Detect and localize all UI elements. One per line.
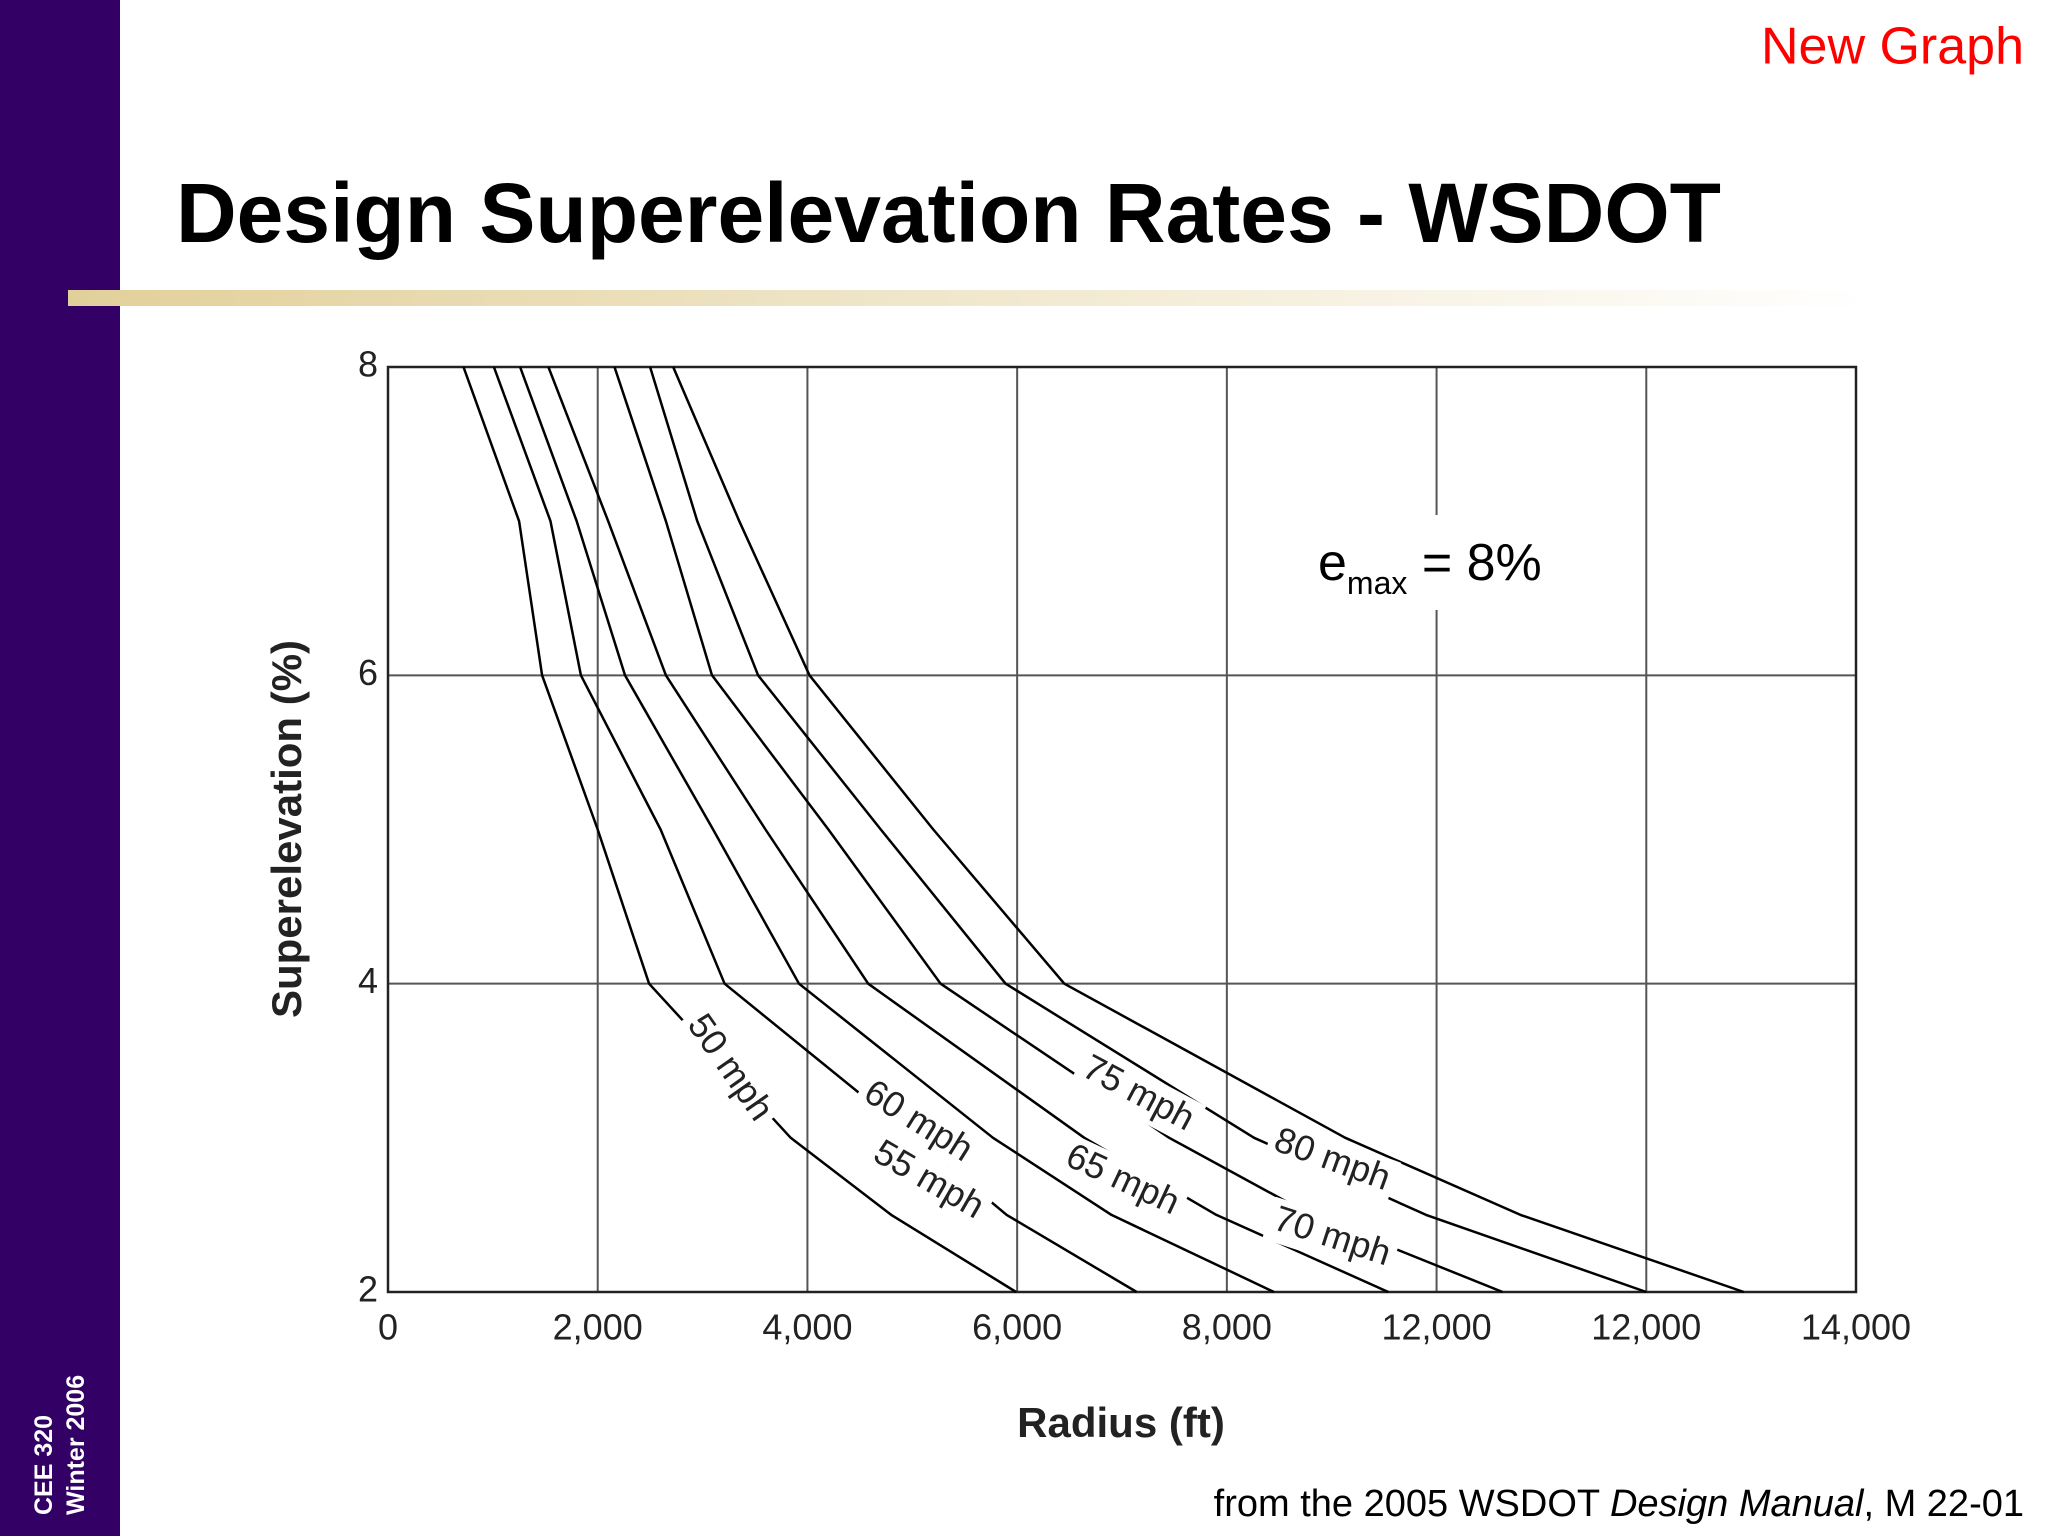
series-label-backdrop xyxy=(859,1128,997,1234)
annotation: emax = 8% xyxy=(1318,534,1542,601)
annotation-backdrop xyxy=(1305,515,1565,610)
x-tick-label: 14,000 xyxy=(1801,1307,1911,1348)
series-label-group: 65 mph xyxy=(1052,1133,1192,1229)
series-line xyxy=(547,366,1389,1294)
footer-italic: Design Manual xyxy=(1610,1483,1865,1525)
series-line xyxy=(492,366,1138,1294)
x-tick-label: 8,000 xyxy=(1182,1307,1272,1348)
series-label-backdrop xyxy=(1262,1196,1402,1280)
title-rule xyxy=(68,290,1868,306)
series-label: 65 mph xyxy=(1060,1134,1186,1222)
y-axis-label: Superelevation (%) xyxy=(263,640,310,1018)
series-label-group: 75 mph xyxy=(1069,1044,1207,1146)
x-tick-label: 6,000 xyxy=(972,1307,1062,1348)
series-label-backdrop xyxy=(1069,1044,1207,1146)
x-tick-label: 2,000 xyxy=(553,1307,643,1348)
series-label-backdrop xyxy=(1052,1133,1192,1229)
badge: New Graph xyxy=(1761,18,2024,76)
sidebar-term: Winter 2006 xyxy=(62,1375,90,1515)
series-label-backdrop xyxy=(1262,1117,1402,1205)
x-tick-label: 12,000 xyxy=(1382,1307,1492,1348)
y-tick-label: 2 xyxy=(358,1269,378,1310)
footer: from the 2005 WSDOT Design Manual, M 22-… xyxy=(1214,1483,2024,1525)
sidebar xyxy=(0,0,120,1536)
plot: 2 4 6 8 0 2,000 4,000 6,000 8,000 12,000 12,000 14,… xyxy=(358,344,1911,1348)
annotation-base: e xyxy=(1318,534,1347,592)
annotation-rest: = 8% xyxy=(1407,534,1541,592)
plot-frame xyxy=(386,365,1858,1294)
x-tick-label: 0 xyxy=(378,1307,398,1348)
footer-text: , M 22-01 xyxy=(1863,1483,2024,1525)
x-axis-label: Radius (ft) xyxy=(1017,1399,1225,1446)
series-label-backdrop xyxy=(672,1001,785,1136)
chart-title: Design Superelevation Rates - WSDOT xyxy=(176,166,1721,260)
x-tick-label: 12,000 xyxy=(1591,1307,1701,1348)
y-tick-label: 8 xyxy=(358,344,378,385)
series-line xyxy=(672,366,1745,1294)
series-label-backdrop xyxy=(849,1068,986,1177)
series-label: 70 mph xyxy=(1269,1197,1396,1273)
series-line xyxy=(518,366,1275,1294)
series-line xyxy=(462,366,1017,1294)
sidebar-course: CEE 320 xyxy=(30,1415,58,1515)
footer-text: from the 2005 WSDOT xyxy=(1214,1483,1610,1525)
x-tick-label: 4,000 xyxy=(762,1307,852,1348)
series-line xyxy=(648,366,1647,1294)
y-tick-label: 6 xyxy=(358,652,378,693)
annotation-sub: max xyxy=(1347,565,1407,601)
y-tick-label: 4 xyxy=(358,960,378,1001)
